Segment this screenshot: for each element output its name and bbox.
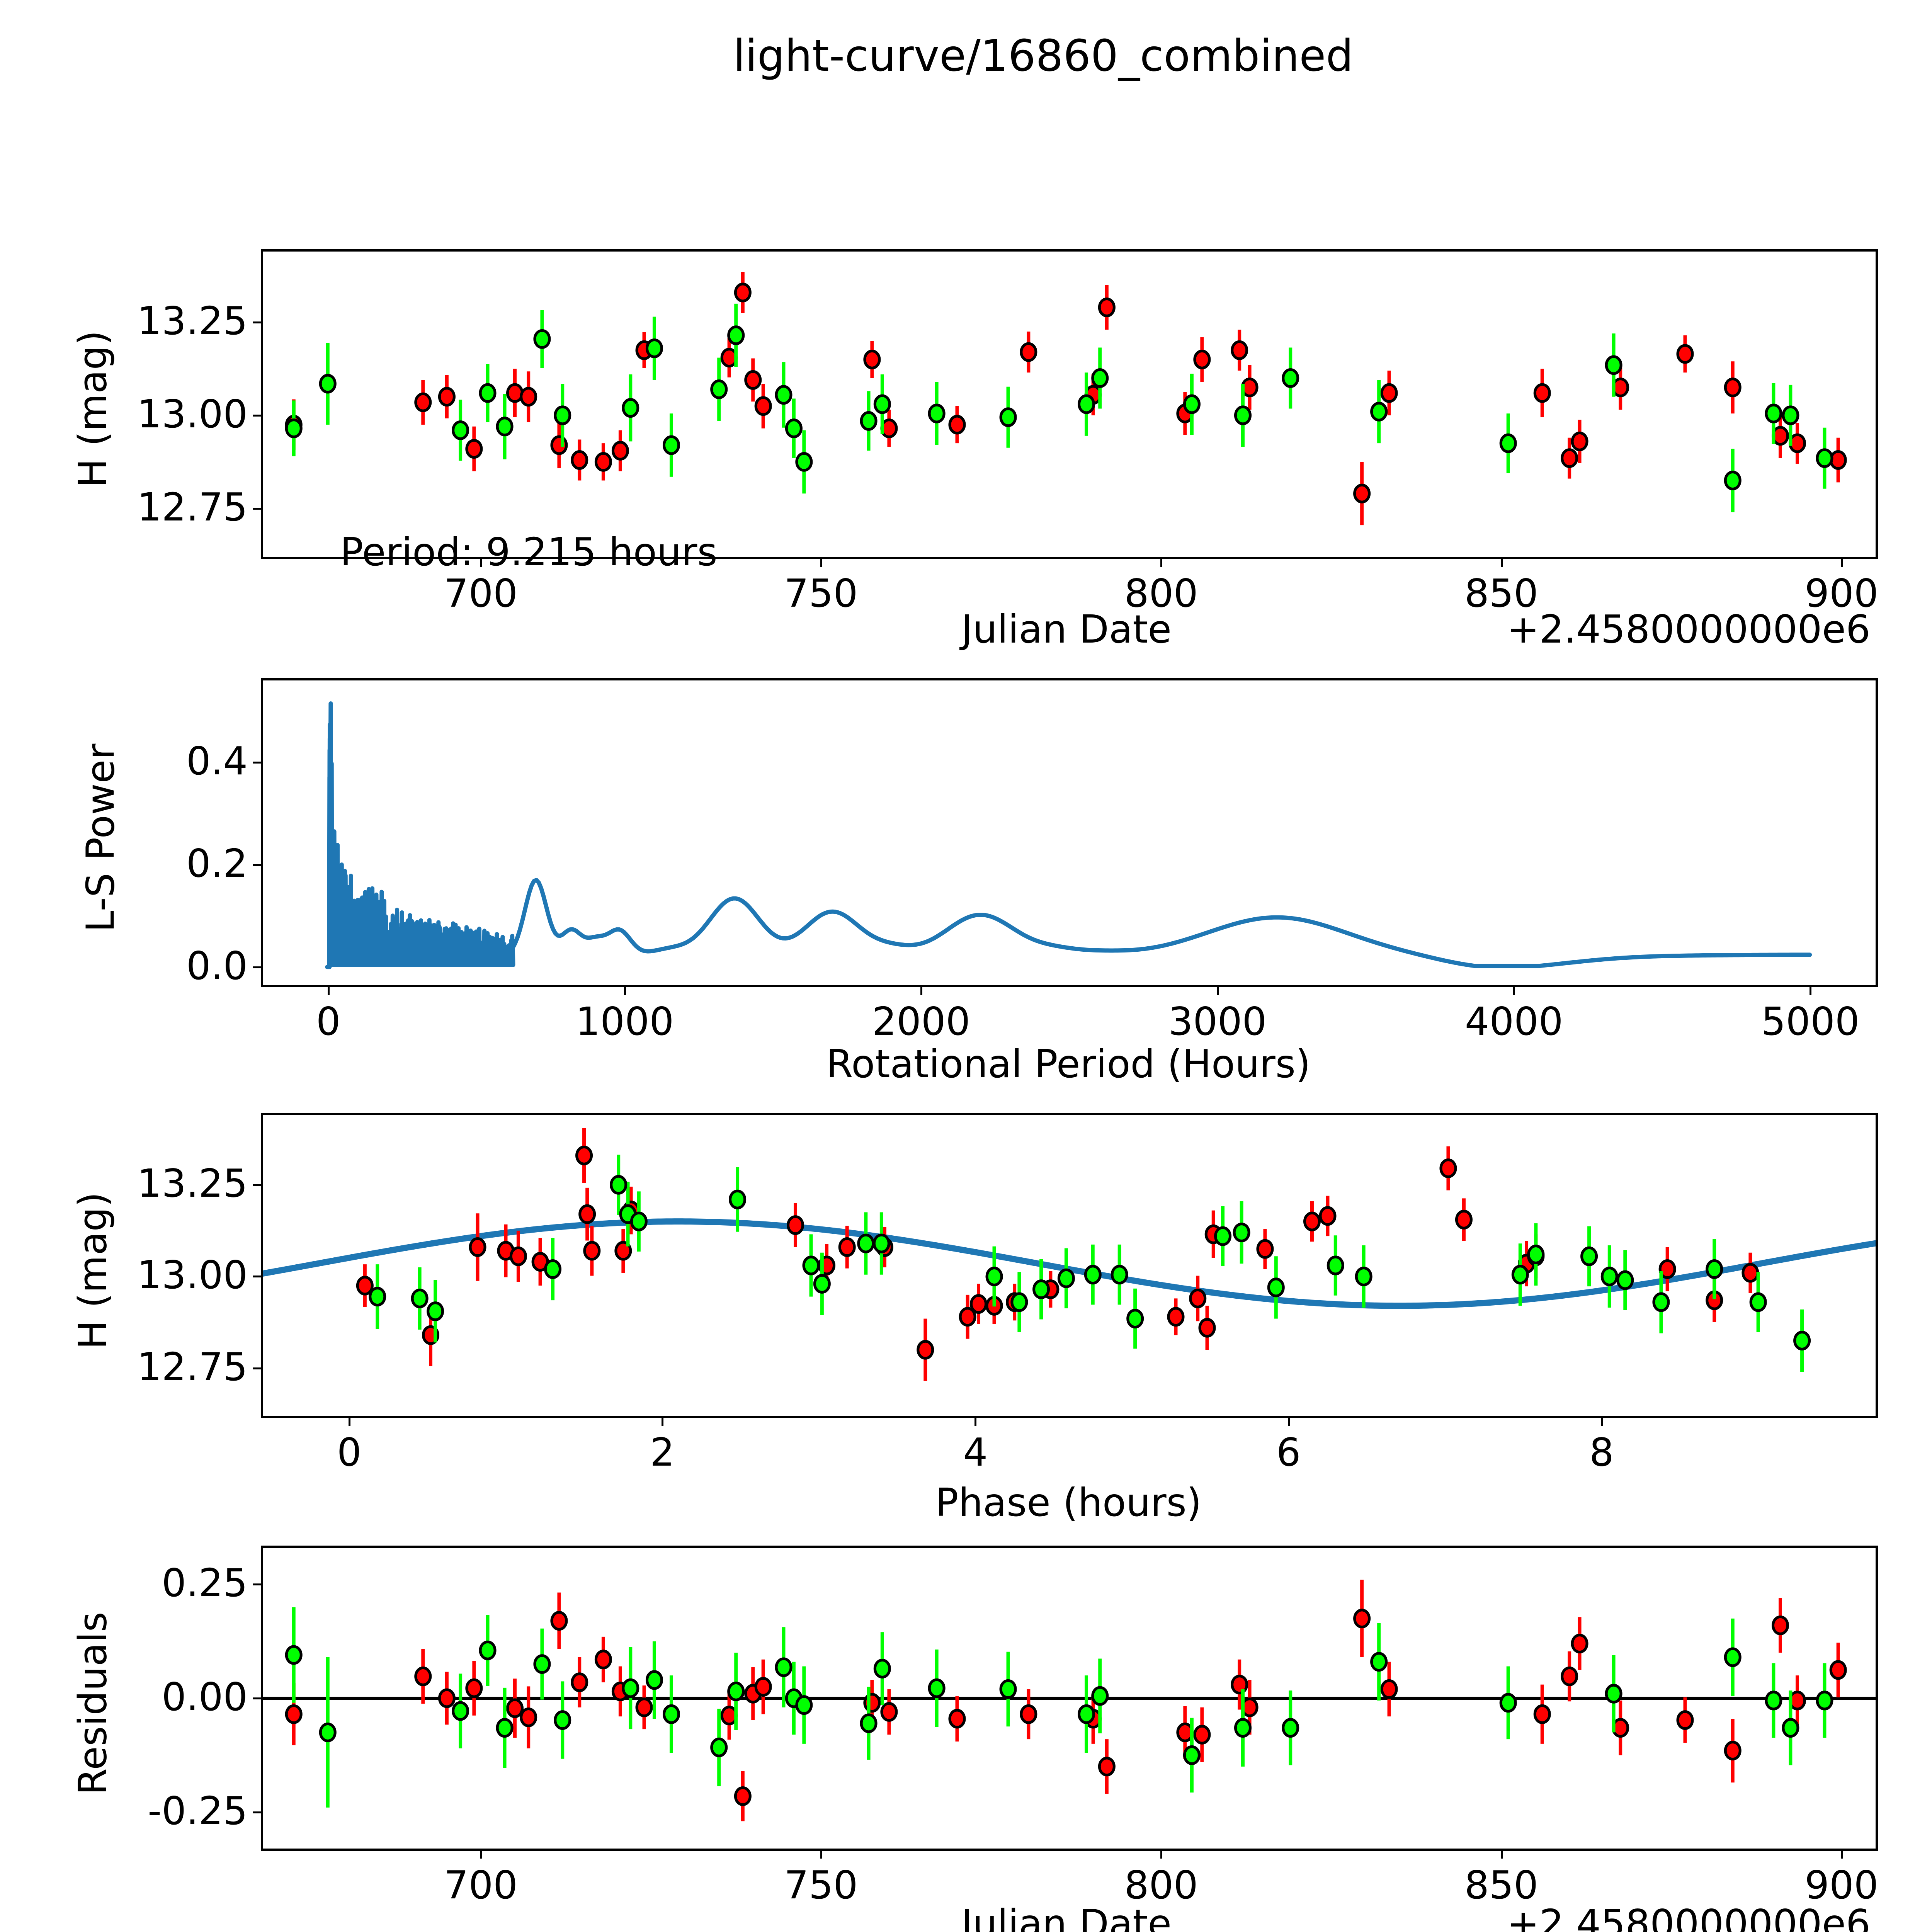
tick-label-x: 750	[784, 1862, 858, 1908]
tick-mark-x	[327, 985, 330, 995]
tick-label-y: 0.00	[162, 1674, 248, 1719]
tick-label-x: 750	[784, 571, 858, 616]
tick-mark-x	[1840, 557, 1843, 567]
tick-mark-x	[920, 985, 922, 995]
residuals-plot-area	[263, 1580, 1876, 1821]
tick-label-x: 4	[963, 1430, 988, 1475]
tick-mark-x	[662, 1416, 664, 1426]
tick-mark-y	[253, 1583, 263, 1586]
tick-label-y: -0.25	[148, 1788, 248, 1833]
phase-folded-plot-area	[263, 1128, 1876, 1381]
tick-mark-x	[348, 1416, 350, 1426]
series-red	[356, 1128, 1759, 1381]
tick-label-x: 2000	[872, 999, 971, 1044]
panel-phase-folded	[261, 1113, 1878, 1418]
tick-mark-x	[1287, 1416, 1290, 1426]
panel-residuals	[261, 1546, 1878, 1851]
tick-mark-x	[1160, 1849, 1163, 1859]
periodogram-plot-area	[325, 701, 1812, 969]
tick-label-y: 13.00	[137, 1252, 248, 1298]
tick-mark-y	[253, 507, 263, 510]
tick-mark-x	[975, 1416, 977, 1426]
tick-mark-x	[1500, 1849, 1503, 1859]
tick-mark-x	[1810, 985, 1812, 995]
tick-label-x: 700	[444, 1862, 518, 1908]
tick-mark-x	[1600, 1416, 1603, 1426]
tick-label-y: 13.25	[137, 1161, 248, 1206]
tick-label-y: 0.2	[186, 840, 248, 886]
tick-mark-y	[253, 321, 263, 324]
tick-label-x: 900	[1804, 1862, 1879, 1908]
tick-mark-y	[253, 1697, 263, 1699]
tick-label-x: 900	[1804, 571, 1879, 616]
tick-mark-x	[480, 557, 482, 567]
series-green	[285, 303, 1833, 512]
tick-mark-x	[820, 1849, 822, 1859]
tick-label-x: 800	[1124, 571, 1198, 616]
tick-label-y: 13.25	[137, 298, 248, 344]
tick-mark-x	[1840, 1849, 1843, 1859]
tick-label-x: 1000	[575, 999, 674, 1044]
tick-label-y: 12.75	[137, 1344, 248, 1389]
tick-label-x: 0	[316, 999, 341, 1044]
tick-mark-x	[820, 557, 822, 567]
tick-mark-y	[253, 761, 263, 764]
panel1-x-offset-text: +2.4580000000e6	[1507, 607, 1871, 652]
panel3-x-axis-label: Phase (hours)	[935, 1480, 1202, 1525]
tick-label-x: 800	[1124, 1862, 1198, 1908]
tick-label-y: 0.25	[162, 1560, 248, 1606]
tick-mark-y	[253, 414, 263, 417]
series-green	[285, 1607, 1833, 1808]
tick-label-y: 13.00	[137, 391, 248, 437]
tick-mark-y	[253, 1367, 263, 1369]
tick-label-x: 5000	[1761, 999, 1860, 1044]
panel-periodogram	[261, 678, 1878, 987]
tick-mark-x	[1500, 557, 1503, 567]
light-curve-plot-area	[285, 272, 1847, 526]
tick-label-y: 0.4	[186, 738, 248, 784]
panel2-x-axis-label: Rotational Period (Hours)	[826, 1041, 1311, 1087]
series-red	[285, 272, 1847, 526]
page-title: light-curve/16860_combined	[733, 31, 1354, 81]
panel1-x-axis-label: Julian Date	[961, 607, 1172, 652]
tick-mark-x	[624, 985, 626, 995]
tick-mark-y	[253, 1276, 263, 1278]
tick-mark-x	[1217, 985, 1219, 995]
tick-label-y: 12.75	[137, 484, 248, 530]
series-green	[369, 1155, 1811, 1372]
tick-mark-y	[253, 966, 263, 968]
panel4-x-offset-text: +2.4580000000e6	[1507, 1901, 1871, 1932]
tick-label-x: 700	[444, 571, 518, 616]
panel1-period-annotation: Period: 9.215 hours	[340, 529, 718, 575]
tick-mark-y	[253, 1184, 263, 1186]
tick-label-y: 0.0	[186, 943, 248, 988]
tick-label-x: 4000	[1464, 999, 1563, 1044]
tick-mark-x	[1160, 557, 1163, 567]
tick-label-x: 850	[1464, 571, 1539, 616]
tick-label-x: 2	[650, 1430, 675, 1475]
tick-label-x: 6	[1276, 1430, 1301, 1475]
tick-mark-y	[253, 864, 263, 866]
panel-light-curve	[261, 249, 1878, 559]
tick-label-x: 850	[1464, 1862, 1539, 1908]
tick-label-x: 3000	[1168, 999, 1267, 1044]
tick-mark-x	[1513, 985, 1515, 995]
panel4-x-axis-label: Julian Date	[961, 1901, 1172, 1932]
tick-label-x: 8	[1589, 1430, 1614, 1475]
tick-mark-x	[480, 1849, 482, 1859]
tick-label-x: 0	[337, 1430, 362, 1475]
tick-mark-y	[253, 1811, 263, 1813]
